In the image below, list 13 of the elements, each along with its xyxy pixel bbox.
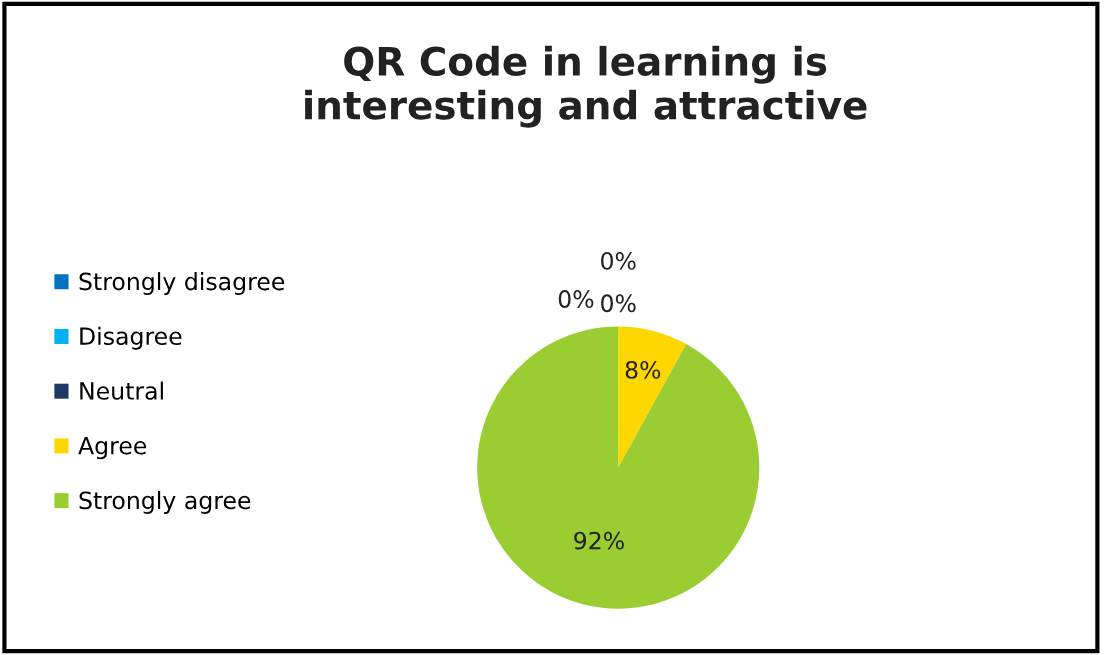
chart-title: QR Code in learning is interesting and attractive <box>305 45 867 128</box>
legend-label: Agree <box>78 437 147 460</box>
text: 0% <box>558 290 594 308</box>
legend-label: Strongly agree <box>79 491 251 514</box>
text: 0% <box>601 294 636 313</box>
pie-slice <box>477 326 760 609</box>
legend-label: Disagree <box>80 326 182 350</box>
legend-label: Neutral <box>80 381 163 400</box>
pie-slice <box>618 326 687 468</box>
text: 0% <box>601 252 636 270</box>
legend-label: Strongly disagree <box>79 272 285 295</box>
data-label: 8% <box>625 360 661 379</box>
data-label: 92% <box>574 531 624 550</box>
